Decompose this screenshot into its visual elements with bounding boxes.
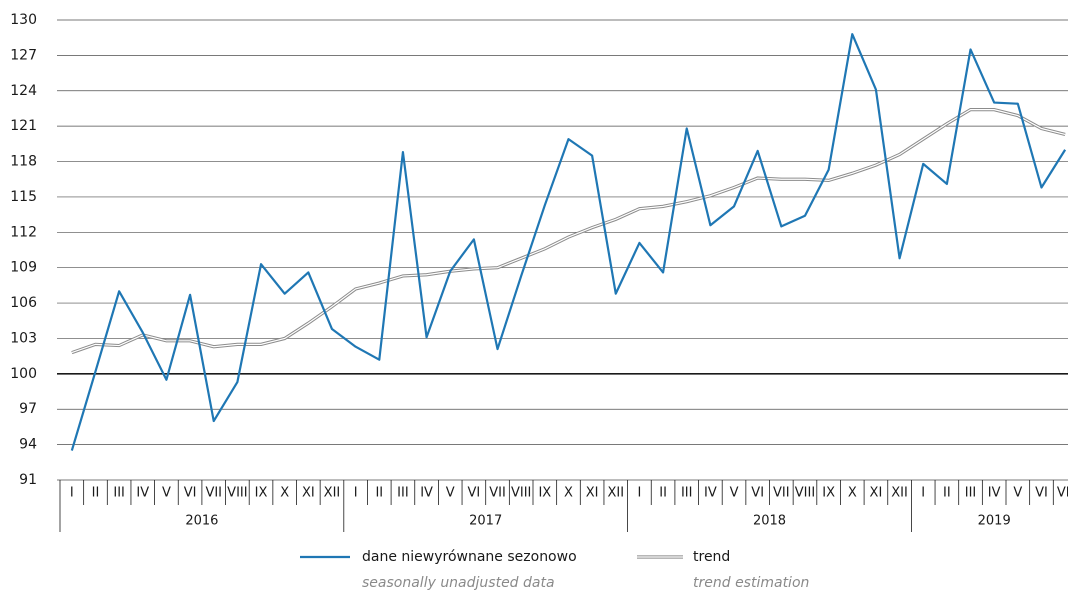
x-tick-label: IV bbox=[420, 486, 433, 501]
y-tick-label: 100 bbox=[10, 366, 37, 382]
year-label: 2017 bbox=[469, 514, 502, 529]
y-tick-label: 115 bbox=[10, 189, 37, 205]
x-tick-label: VI bbox=[184, 486, 197, 501]
x-tick-label: III bbox=[113, 486, 125, 501]
x-tick-label: V bbox=[1013, 486, 1022, 501]
year-label: 2018 bbox=[753, 514, 786, 529]
x-tick-label: IX bbox=[538, 486, 551, 501]
x-tick-label: V bbox=[446, 486, 455, 501]
x-tick-label: VII bbox=[489, 486, 506, 501]
x-tick-label: II bbox=[375, 486, 383, 501]
y-tick-label: 94 bbox=[19, 437, 37, 453]
y-tick-label: 118 bbox=[10, 154, 37, 170]
x-tick-label: III bbox=[965, 486, 977, 501]
x-tick-label: XII bbox=[607, 486, 624, 501]
x-tick-label: IV bbox=[136, 486, 149, 501]
data-line bbox=[70, 33, 1067, 451]
x-tick-label: VII bbox=[773, 486, 790, 501]
x-tick-label: IX bbox=[822, 486, 835, 501]
y-tick-label: 112 bbox=[10, 224, 37, 240]
x-tick-label: VII bbox=[205, 486, 222, 501]
legend-sublabel: seasonally unadjusted data bbox=[362, 575, 555, 591]
x-tick-label: II bbox=[659, 486, 667, 501]
x-tick-label: XI bbox=[586, 486, 599, 501]
x-tick-label: X bbox=[564, 486, 573, 501]
y-tick-label: 124 bbox=[10, 83, 37, 99]
year-label: 2019 bbox=[978, 514, 1011, 529]
y-tick-label: 109 bbox=[10, 260, 37, 276]
x-tick-label: I bbox=[638, 486, 642, 501]
x-tick-label: VIII bbox=[227, 486, 247, 501]
x-tick-label: VI bbox=[751, 486, 764, 501]
y-tick-label: 121 bbox=[10, 118, 37, 134]
x-tick-label: III bbox=[397, 486, 409, 501]
legend-sublabel: trend estimation bbox=[693, 575, 809, 591]
x-tick-label: V bbox=[730, 486, 739, 501]
x-tick-label: VI bbox=[1035, 486, 1048, 501]
y-tick-label: 106 bbox=[10, 295, 37, 311]
y-tick-label: 130 bbox=[10, 12, 37, 28]
y-tick-label: 103 bbox=[10, 330, 37, 346]
year-label: 2016 bbox=[185, 514, 218, 529]
legend-label: trend bbox=[693, 549, 730, 565]
legend-label: dane niewyrównane sezonowo bbox=[362, 549, 577, 565]
x-tick-label: II bbox=[943, 486, 951, 501]
y-tick-label: 127 bbox=[10, 47, 37, 63]
trend-line bbox=[71, 108, 1066, 355]
x-tick-label: XI bbox=[302, 486, 315, 501]
x-tick-label: I bbox=[354, 486, 358, 501]
x-tick-label: III bbox=[681, 486, 693, 501]
x-tick-label: XI bbox=[870, 486, 883, 501]
y-tick-label: 97 bbox=[19, 401, 37, 417]
x-tick-label: I bbox=[921, 486, 925, 501]
x-tick-label: V bbox=[162, 486, 171, 501]
x-tick-label: IV bbox=[704, 486, 717, 501]
x-tick-label: IV bbox=[988, 486, 1001, 501]
x-tick-label: VII bbox=[1057, 486, 1068, 501]
x-tick-label: VIII bbox=[511, 486, 531, 501]
x-tick-label: IX bbox=[255, 486, 268, 501]
x-tick-label: VI bbox=[468, 486, 481, 501]
y-tick-label: 91 bbox=[19, 472, 37, 488]
x-tick-label: VIII bbox=[795, 486, 815, 501]
x-tick-label: XII bbox=[324, 486, 341, 501]
x-tick-label: I bbox=[70, 486, 74, 501]
x-tick-label: XII bbox=[891, 486, 908, 501]
x-tick-label: II bbox=[92, 486, 100, 501]
x-tick-label: X bbox=[280, 486, 289, 501]
trend-line-inner bbox=[71, 109, 1066, 354]
x-tick-label: X bbox=[848, 486, 857, 501]
